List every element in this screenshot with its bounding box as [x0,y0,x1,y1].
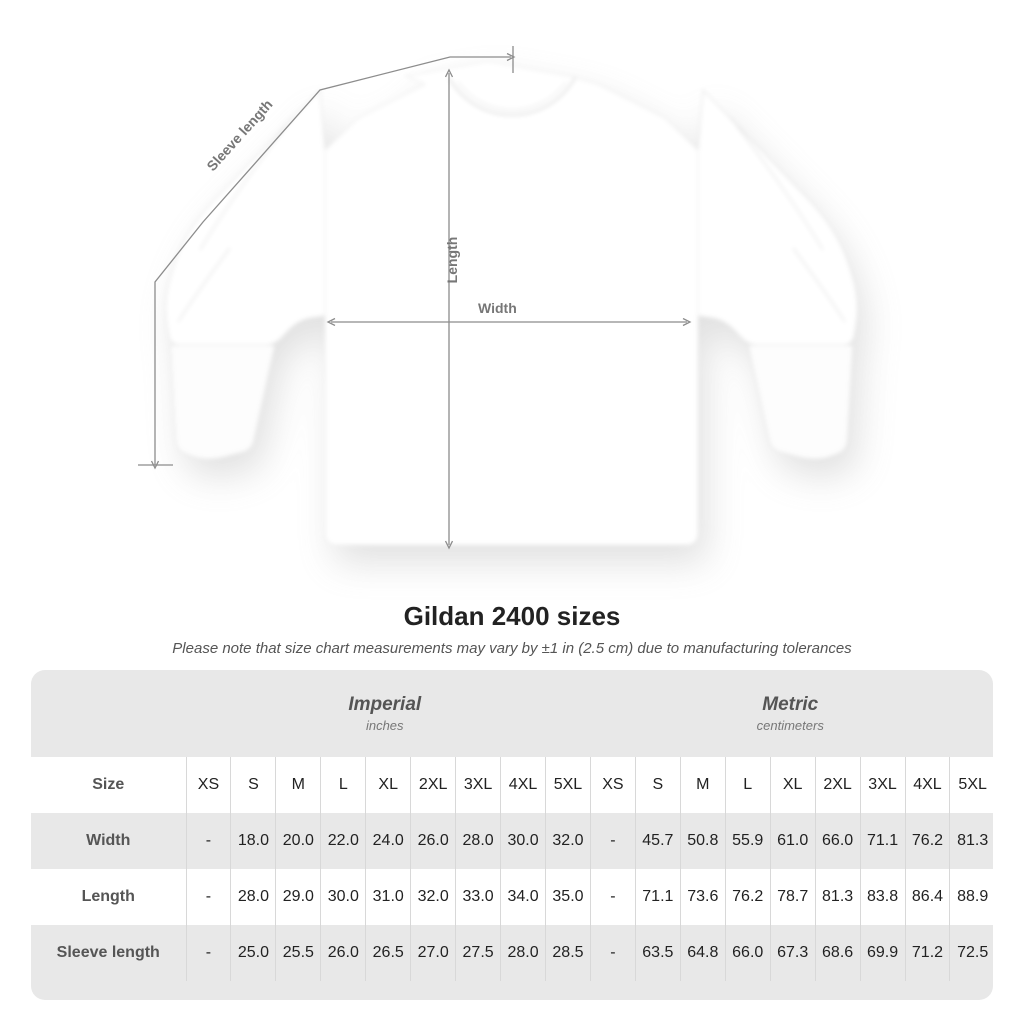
svg-text:Width: Width [478,300,517,316]
svg-text:Length: Length [444,237,460,284]
